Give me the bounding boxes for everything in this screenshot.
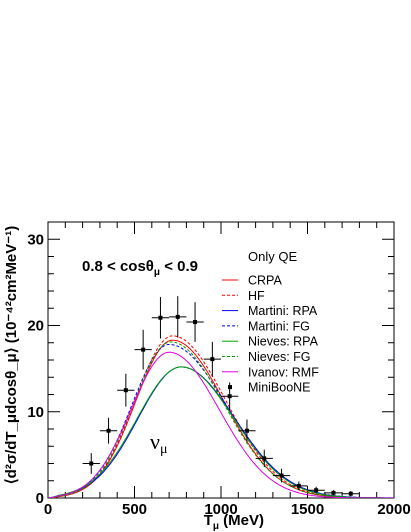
data-point bbox=[169, 296, 187, 338]
legend-label: Nieves: FG bbox=[248, 350, 311, 364]
x-axis-title: Tμ (MeV) bbox=[204, 512, 264, 532]
data-point bbox=[255, 449, 273, 467]
series-curve-ivanov-rmf bbox=[48, 351, 394, 498]
data-point bbox=[82, 453, 100, 474]
y-tick-label: 30 bbox=[27, 231, 44, 248]
legend-label: Nieves: RPA bbox=[248, 335, 319, 349]
series-curve-martini-rpa bbox=[48, 366, 394, 498]
data-point bbox=[186, 302, 204, 342]
data-point bbox=[203, 341, 221, 377]
y-tick-label: 0 bbox=[36, 490, 44, 507]
miniboone-data-points bbox=[82, 296, 360, 497]
axis-tick-labels: 0 500 1000 1500 2000 0 10 20 30 bbox=[27, 231, 410, 518]
data-point bbox=[307, 486, 325, 494]
legend-label: HF bbox=[248, 289, 265, 303]
legend-item-nieves-fg: Nieves: FG bbox=[222, 350, 311, 364]
legend-item-martini-fg: Martini: FG bbox=[222, 319, 310, 333]
y-axis-label: ⟨d²σ/dT_μdcosθ_μ⟩ (10⁻⁴²cm²MeV⁻¹) bbox=[3, 226, 20, 484]
x-tick-label: 1000 bbox=[204, 501, 237, 518]
series-curve-nieves-rpa bbox=[48, 366, 394, 498]
legend-item-crpa: CRPA bbox=[222, 274, 282, 288]
data-point bbox=[238, 419, 256, 442]
data-point bbox=[151, 297, 170, 339]
y-tick-label: 20 bbox=[27, 318, 44, 335]
data-point bbox=[342, 491, 360, 497]
legend-item-nieves-rpa: Nieves: RPA bbox=[222, 335, 319, 349]
legend-item-miniboone: MiniBooNE bbox=[228, 381, 311, 395]
angle-range-annotation: 0.8 < cosθμ < 0.9 bbox=[82, 258, 198, 278]
data-point bbox=[117, 373, 135, 407]
legend-marker bbox=[228, 385, 232, 390]
legend-item-martini-rpa: Martini: RPA bbox=[222, 304, 318, 318]
series-curve-nieves-fg bbox=[48, 341, 394, 498]
data-point bbox=[99, 417, 118, 444]
legend-label: CRPA bbox=[248, 274, 282, 288]
legend-label: MiniBooNE bbox=[248, 381, 311, 395]
y-axis-title: ⟨d²σ/dT_μdcosθ_μ⟩ (10⁻⁴²cm²MeV⁻¹) bbox=[3, 226, 20, 484]
legend-title: Only QE bbox=[248, 249, 297, 264]
data-point bbox=[134, 329, 152, 370]
neutrino-label: νμ bbox=[150, 429, 167, 457]
legend-label: Martini: RPA bbox=[248, 304, 318, 318]
x-tick-label: 500 bbox=[122, 501, 147, 518]
x-tick-label: 1500 bbox=[291, 501, 324, 518]
data-point bbox=[272, 468, 291, 483]
model-curves bbox=[48, 335, 394, 498]
data-point bbox=[324, 490, 343, 496]
y-tick-label: 10 bbox=[27, 404, 44, 421]
legend-item-hf: HF bbox=[222, 289, 265, 303]
data-point bbox=[290, 481, 308, 491]
legend-label: Ivanov: RMF bbox=[248, 365, 319, 379]
legend-item-ivanov-rmf: Ivanov: RMF bbox=[222, 365, 319, 379]
x-tick-label: 2000 bbox=[377, 501, 410, 518]
legend-label: Martini: FG bbox=[248, 319, 310, 333]
x-tick-label: 0 bbox=[44, 501, 52, 518]
axis-ticks bbox=[47, 221, 395, 499]
